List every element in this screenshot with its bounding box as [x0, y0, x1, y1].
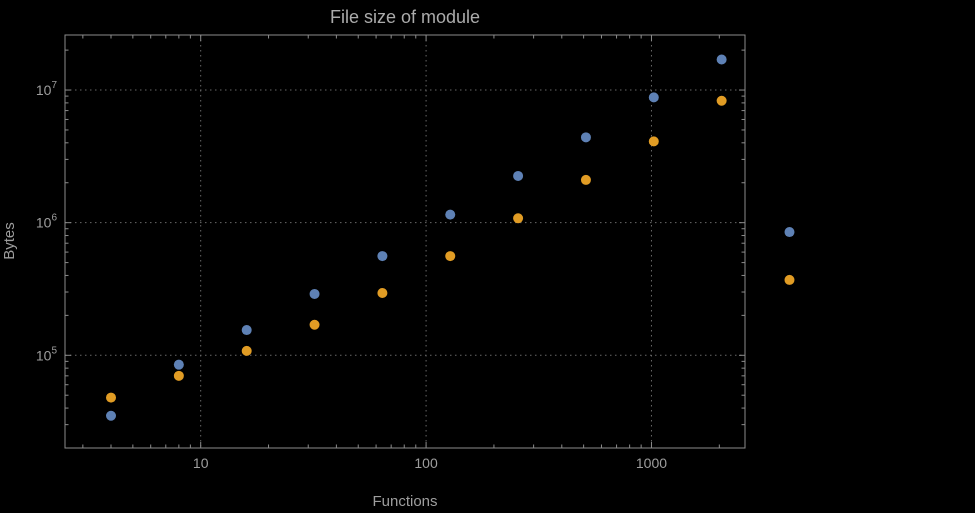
data-point-blue [648, 92, 659, 103]
y-tick-label: 105 [36, 345, 58, 363]
data-point-blue [716, 54, 727, 65]
data-point-blue [513, 170, 524, 181]
data-point-blue [377, 251, 388, 262]
tick-label-layer: 10 100 1000 105 106 107 [36, 80, 667, 471]
point-layer [106, 54, 795, 421]
data-point-blue [241, 325, 252, 336]
tick-layer [65, 35, 745, 448]
plot-frame [64, 34, 746, 449]
data-point-orange [309, 319, 320, 330]
x-tick-label: 10 [193, 455, 209, 471]
chart-title: File size of module [330, 7, 480, 27]
data-point-blue [445, 209, 456, 220]
data-point-orange [716, 95, 727, 106]
data-point-blue [580, 132, 591, 143]
y-axis-label: Bytes [1, 222, 18, 260]
data-point-orange [648, 136, 659, 147]
y-tick-label: 106 [36, 213, 58, 231]
data-point-orange [173, 370, 184, 381]
data-point-orange [106, 392, 117, 403]
data-point-blue [784, 227, 795, 238]
data-point-orange [513, 213, 524, 224]
data-point-blue [173, 359, 184, 370]
x-axis-label: Functions [372, 493, 437, 510]
x-tick-label: 1000 [636, 455, 667, 471]
data-point-blue [309, 288, 320, 299]
data-point-orange [377, 287, 388, 298]
data-point-orange [580, 174, 591, 185]
data-point-orange [241, 345, 252, 356]
x-tick-label: 100 [414, 455, 438, 471]
y-tick-label: 107 [36, 80, 58, 98]
data-point-blue [106, 410, 117, 421]
grid-layer [65, 35, 745, 448]
data-point-orange [784, 274, 795, 285]
data-point-orange [445, 251, 456, 262]
